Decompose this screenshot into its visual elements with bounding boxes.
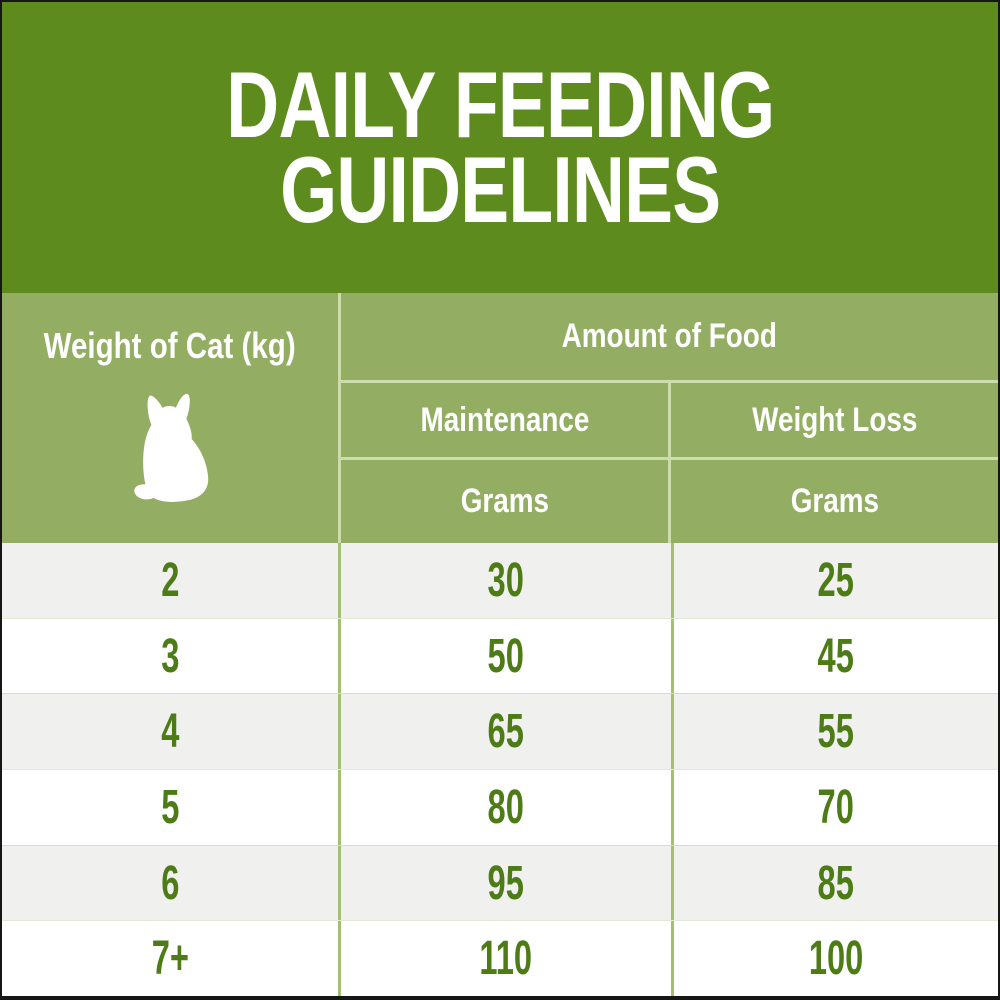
title-banner: DAILY FEEDING GUIDELINES <box>2 2 998 293</box>
amount-column-headers: Amount of Food Maintenance Weight Loss G… <box>341 293 998 543</box>
maintenance-unit-label: Grams <box>460 482 549 520</box>
weight-loss-cell: 45 <box>674 619 998 694</box>
table-header: Weight of Cat (kg) Amount of Food Mainte… <box>2 293 998 543</box>
page-title-line2: GUIDELINES <box>279 136 721 242</box>
weight-loss-header-cell: Weight Loss <box>671 383 998 457</box>
table-row: 3 50 45 <box>2 617 998 694</box>
maintenance-cell: 95 <box>341 845 674 921</box>
page-title-line1: DAILY FEEDING <box>225 51 775 157</box>
weight-value: 6 <box>160 856 180 910</box>
maintenance-value: 50 <box>487 629 525 683</box>
weight-loss-value: 100 <box>808 932 864 986</box>
maintenance-cell: 50 <box>341 618 674 694</box>
weight-loss-cell: 100 <box>674 921 998 996</box>
weight-value: 4 <box>160 705 180 759</box>
maintenance-cell: 30 <box>341 543 674 618</box>
weight-column-header: Weight of Cat (kg) <box>2 293 341 543</box>
weight-cell: 5 <box>2 770 341 845</box>
table-body: 2 30 25 3 50 45 4 65 55 5 80 70 6 95 85 … <box>2 543 998 996</box>
maintenance-value: 95 <box>487 856 525 910</box>
weight-loss-header-label: Weight Loss <box>751 400 918 439</box>
weight-loss-value: 55 <box>817 705 855 759</box>
maintenance-cell: 110 <box>341 921 674 996</box>
weight-cell: 3 <box>2 618 341 694</box>
weight-loss-unit-cell: Grams <box>671 460 998 543</box>
maintenance-header-label: Maintenance <box>420 400 589 439</box>
weight-loss-value: 25 <box>817 553 855 607</box>
weight-value: 2 <box>160 553 180 607</box>
weight-value: 3 <box>160 629 180 683</box>
weight-cell: 4 <box>2 694 341 770</box>
weight-loss-unit-label: Grams <box>790 482 879 520</box>
weight-value: 7+ <box>151 932 189 986</box>
weight-cell: 6 <box>2 845 341 921</box>
weight-loss-cell: 85 <box>674 846 998 921</box>
weight-loss-cell: 25 <box>674 543 998 618</box>
weight-loss-cell: 70 <box>674 770 998 845</box>
maintenance-cell: 65 <box>341 694 674 770</box>
amount-of-food-header-cell: Amount of Food <box>341 293 998 383</box>
maintenance-header-cell: Maintenance <box>341 383 671 457</box>
table-row: 5 80 70 <box>2 769 998 845</box>
cat-silhouette-icon <box>129 385 211 510</box>
weight-loss-value: 70 <box>817 780 855 834</box>
weight-loss-value: 45 <box>817 629 855 683</box>
weight-loss-cell: 55 <box>674 694 998 769</box>
maintenance-value: 30 <box>487 553 525 607</box>
weight-cell: 7+ <box>2 921 341 996</box>
sub-header-row: Maintenance Weight Loss <box>341 383 998 460</box>
maintenance-cell: 80 <box>341 770 674 845</box>
amount-header-label: Amount of Food <box>561 317 778 355</box>
table-row: 2 30 25 <box>2 543 998 618</box>
table-row: 6 95 85 <box>2 844 998 921</box>
weight-header-label: Weight of Cat (kg) <box>44 325 296 366</box>
weight-cell: 2 <box>2 543 341 618</box>
maintenance-value: 65 <box>487 705 525 759</box>
maintenance-value: 80 <box>487 780 525 834</box>
weight-loss-value: 85 <box>817 856 855 910</box>
table-row: 4 65 55 <box>2 693 998 770</box>
maintenance-value: 110 <box>479 932 533 986</box>
table-row: 7+ 110 100 <box>2 920 998 996</box>
unit-header-row: Grams Grams <box>341 460 998 543</box>
weight-value: 5 <box>160 780 180 834</box>
maintenance-unit-cell: Grams <box>341 460 671 543</box>
